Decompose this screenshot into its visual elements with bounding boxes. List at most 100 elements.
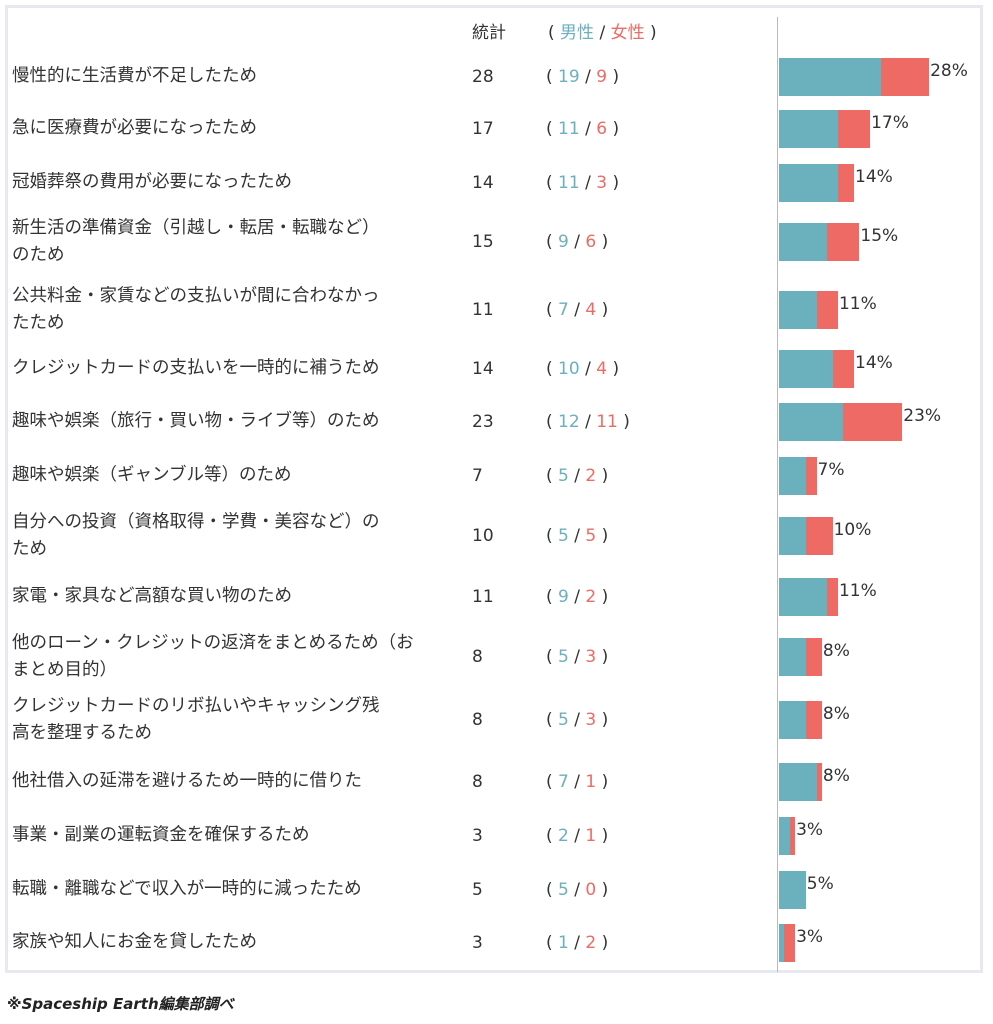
bar-male <box>779 403 844 441</box>
male-count: 5 <box>558 710 569 730</box>
open-paren: ( <box>546 173 559 193</box>
gender-split: ( 9 / 2 ) <box>546 586 608 608</box>
bar-male <box>779 223 828 261</box>
bar-male <box>779 638 806 676</box>
slash: / <box>568 933 586 953</box>
open-paren: ( <box>546 772 559 792</box>
total-count: 14 <box>472 173 494 193</box>
close-paren: ) <box>596 710 609 730</box>
bar-female <box>816 763 822 801</box>
open-paren: ( <box>546 412 559 432</box>
percent-label: 17% <box>871 113 909 133</box>
reason-label-line: のため <box>12 245 65 265</box>
male-legend: 男性 <box>560 23 595 43</box>
female-legend: 女性 <box>610 23 645 43</box>
male-count: 19 <box>558 67 580 87</box>
female-count: 5 <box>585 526 597 546</box>
percent-label: 8% <box>822 641 850 661</box>
slash: / <box>579 412 597 432</box>
reason-label-line: たため <box>12 313 65 333</box>
female-count: 0 <box>585 880 597 900</box>
slash: / <box>568 880 586 900</box>
bar-female <box>837 110 871 148</box>
total-count: 10 <box>472 526 494 546</box>
bar-female <box>816 291 838 329</box>
percent-label: 5% <box>806 874 834 894</box>
bar-female <box>827 223 860 261</box>
slash: / <box>568 647 586 667</box>
reason-label: 新生活の準備資金（引越し・転居・転職など） のため <box>12 215 467 269</box>
reason-label: 趣味や娯楽（旅行・買い物・ライブ等）のため <box>12 411 380 431</box>
bar-male <box>779 164 838 202</box>
reason-label-line: 高を整理するため <box>12 723 152 743</box>
gender-split: ( 11 / 6 ) <box>546 118 619 140</box>
total-count: 28 <box>472 67 494 87</box>
male-count: 5 <box>558 647 569 667</box>
close-paren: ) <box>596 526 609 546</box>
reason-label: 転職・離職などで収入が一時的に減ったため <box>12 879 362 899</box>
slash: / <box>568 710 586 730</box>
female-count: 11 <box>596 412 618 432</box>
open-paren: ( <box>546 300 559 320</box>
total-count: 23 <box>472 412 494 432</box>
gender-split: ( 5 / 3 ) <box>546 646 608 668</box>
total-count: 11 <box>472 300 494 320</box>
close-paren: ) <box>596 466 609 486</box>
percent-label: 14% <box>855 167 893 187</box>
gender-split: ( 9 / 6 ) <box>546 231 608 253</box>
percent-label: 10% <box>833 520 872 540</box>
bar-male <box>779 291 817 329</box>
close-paren: ) <box>596 933 609 953</box>
gender-header: ( 男性 / 女性 ) <box>548 22 657 44</box>
total-count: 8 <box>472 772 483 792</box>
header-slash: / <box>599 23 606 43</box>
open-paren: ( <box>546 526 559 546</box>
female-count: 4 <box>596 359 608 379</box>
slash: / <box>579 359 597 379</box>
bar-male <box>779 517 806 555</box>
female-count: 2 <box>585 587 597 607</box>
reason-label-line: クレジットカードのリボ払いやキャッシング残 <box>12 696 380 716</box>
bar-female <box>805 701 822 739</box>
reason-label: 自分への投資（資格取得・学費・美容など）の ため <box>12 509 467 563</box>
reason-label: 趣味や娯楽（ギャンブル等）のため <box>12 465 292 485</box>
close-paren: ) <box>596 300 609 320</box>
bar-female <box>789 817 796 855</box>
reason-label: 公共料金・家賃などの支払いが間に合わなかっ たため <box>12 283 467 337</box>
open-paren: ( <box>546 232 559 252</box>
gender-split: ( 1 / 2 ) <box>546 932 608 954</box>
male-count: 12 <box>558 412 580 432</box>
gender-split: ( 5 / 3 ) <box>546 709 608 731</box>
bar-female <box>827 578 838 616</box>
gender-split: ( 11 / 3 ) <box>546 172 619 194</box>
bar-male <box>779 871 806 909</box>
close-paren: ) <box>607 67 620 87</box>
reason-label: 家電・家具など高額な買い物のため <box>12 586 292 606</box>
male-count: 1 <box>558 933 569 953</box>
reason-label-line: まとめ目的） <box>12 660 117 680</box>
bar-female <box>880 58 930 96</box>
open-paren: ( <box>546 826 559 846</box>
gender-split: ( 7 / 4 ) <box>546 299 608 321</box>
percent-label: 3% <box>796 927 824 947</box>
percent-label: 14% <box>855 353 893 373</box>
percent-label: 15% <box>860 226 899 246</box>
gender-split: ( 10 / 4 ) <box>546 358 619 380</box>
male-count: 9 <box>558 232 569 252</box>
open-paren: ( <box>546 587 559 607</box>
bar-female <box>784 924 796 962</box>
female-count: 2 <box>585 933 597 953</box>
reason-label-line: 公共料金・家賃などの支払いが間に合わなかっ <box>12 286 380 306</box>
reason-label: 急に医療費が必要になったため <box>12 118 257 138</box>
female-count: 4 <box>585 300 597 320</box>
bar-female <box>805 638 822 676</box>
bar-male <box>779 763 817 801</box>
reason-label: クレジットカードの支払いを一時的に補うため <box>12 358 380 378</box>
reason-label: 慢性的に生活費が不足したため <box>12 66 257 86</box>
male-count: 5 <box>558 466 569 486</box>
footnote: ※Spaceship Earth編集部調べ <box>7 995 234 1013</box>
bar-male <box>779 924 785 962</box>
close-paren: ) <box>596 232 609 252</box>
female-count: 2 <box>585 466 597 486</box>
open-paren: ( <box>546 359 559 379</box>
